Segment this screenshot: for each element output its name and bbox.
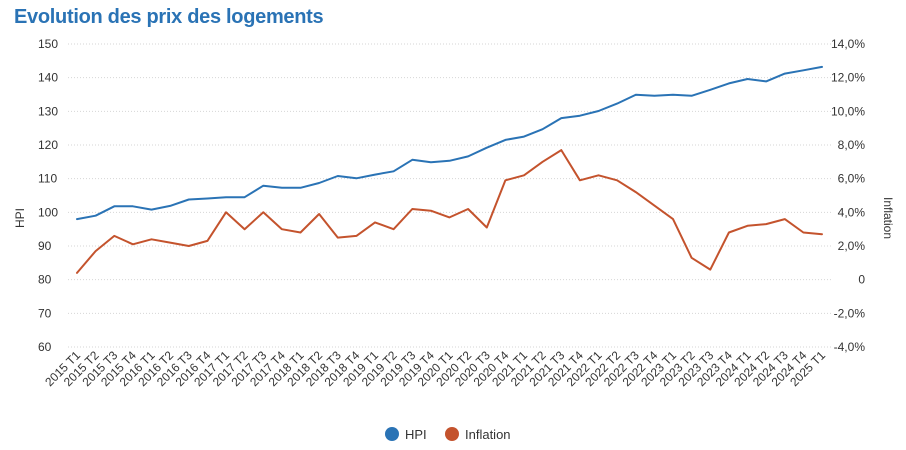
y2-tick-label: 12,0%	[831, 71, 865, 85]
y-axis-label: HPI	[13, 208, 27, 228]
series-lines	[76, 65, 823, 274]
y2-tick-label: 10,0%	[831, 104, 865, 118]
y2-tick-label: 2,0%	[838, 239, 866, 253]
y-tick-label: 130	[38, 104, 58, 118]
grid-lines	[68, 43, 832, 348]
y2-tick-label: 0	[858, 273, 865, 287]
legend-marker-hpi	[385, 427, 399, 441]
legend-marker-inflation	[445, 427, 459, 441]
legend-label-hpi: HPI	[405, 427, 427, 442]
y2-tick-label: -4,0%	[834, 340, 866, 354]
y2-axis-label: Inflation	[881, 197, 895, 239]
y-tick-label: 150	[38, 37, 58, 51]
y-tick-label: 140	[38, 71, 58, 85]
series-line-inflation	[76, 149, 823, 274]
y-tick-label: 80	[38, 273, 52, 287]
y2-tick-label: 4,0%	[838, 205, 866, 219]
y2-tick-label: 8,0%	[838, 138, 866, 152]
y-tick-label: 90	[38, 239, 52, 253]
legend-label-inflation: Inflation	[465, 427, 511, 442]
right-axis: -4,0% -2,0% 0 2,0% 4,0% 6,0% 8,0% 10,0% 12,0% 14,…	[831, 37, 865, 354]
series-line-hpi	[76, 65, 823, 221]
left-axis: 60 70 80 90 100 110 120 130 140 150	[38, 37, 58, 354]
y-tick-label: 60	[38, 340, 52, 354]
y-tick-label: 100	[38, 205, 58, 219]
y-tick-label: 110	[38, 172, 57, 186]
chart-title: Evolution des prix des logements	[14, 6, 324, 28]
legend: HPI Inflation	[385, 427, 511, 442]
y2-tick-label: -2,0%	[834, 306, 866, 320]
y2-tick-label: 14,0%	[831, 37, 865, 51]
y2-tick-label: 6,0%	[838, 172, 866, 186]
y-tick-label: 70	[38, 306, 52, 320]
y-tick-label: 120	[38, 138, 58, 152]
